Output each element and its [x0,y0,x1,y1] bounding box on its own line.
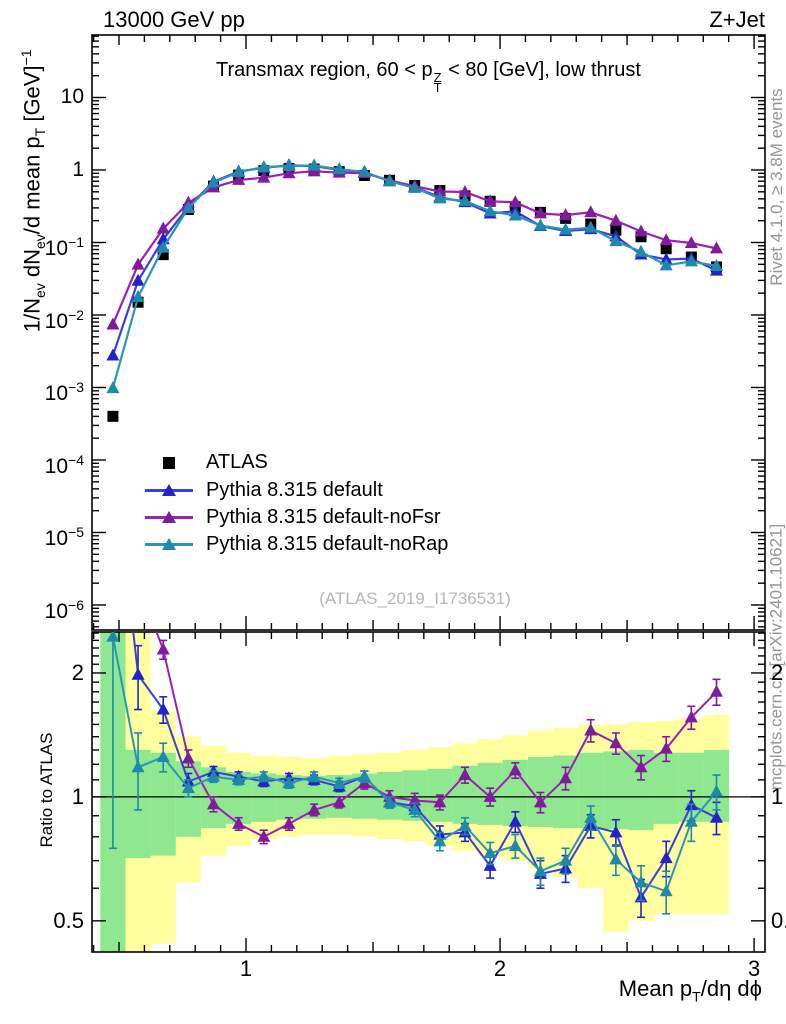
rivet-version-note: Rivet 4.1.0, ≥ 3.8M events [767,88,786,286]
legend-item-pythia-default: Pythia 8.315 default [145,477,383,504]
ratio-tick-label-right: 2 [771,659,784,685]
beam-energy-label: 13000 GeV pp [103,7,245,32]
legend-label: Pythia 8.315 default-noRap [206,533,449,555]
main-panel-series [106,158,723,422]
ratio-tick-label-right: 1 [771,783,784,809]
y-tick-label: 1 [72,157,84,181]
ratio-tick-label-right: 0.5 [771,907,786,933]
x-axis-title: Mean pT/dη dϕ [618,976,762,1005]
legend-item-pythia-nofsr: Pythia 8.315 default-noFsr [145,504,441,531]
y-tick-label: 10−3 [44,379,84,406]
teal-triangle-marker-icon [145,531,193,558]
ratio-tick-label: 2 [71,659,84,685]
process-label: Z+Jet [709,7,765,32]
y-tick-label: 10−2 [44,306,84,333]
purple-triangle-marker-icon [145,504,193,531]
atlas-square-marker-icon [145,449,193,476]
legend-item-pythia-norap: Pythia 8.315 default-noRap [145,531,448,558]
ratio-uncertainty-bands [100,632,730,952]
y-tick-label: 10−1 [44,234,84,261]
plot-title-text: Transmax region, 60 < p [216,59,433,81]
y-tick-label: 10 [60,85,84,109]
legend-label: Pythia 8.315 default-noFsr [206,506,441,528]
legend-item-atlas: ATLAS [145,449,268,476]
ratio-tick-label: 1 [71,783,84,809]
ratio-panel-series [106,632,723,919]
y-tick-label: 10−6 [44,596,84,623]
y-tick-label: 10−5 [44,524,84,551]
axis-ticks [92,35,765,952]
x-tick-label: 2 [493,956,507,981]
legend-label: ATLAS [206,451,268,473]
y-tick-label: 10−4 [44,451,84,478]
legend-label: Pythia 8.315 default [206,479,383,501]
ratio-series [106,632,723,915]
series-line [111,164,717,389]
x-tick-label: 3 [747,956,761,981]
mcplots-reference-note: mcplots.cern.ch [arXiv:2401.10621] [766,523,786,791]
x-tick-label: 1 [239,956,253,981]
analysis-id-watermark: (ATLAS_2019_I1736531) [319,589,511,608]
ratio-tick-label: 0.5 [53,907,84,933]
blue-triangle-marker-icon [145,477,193,504]
